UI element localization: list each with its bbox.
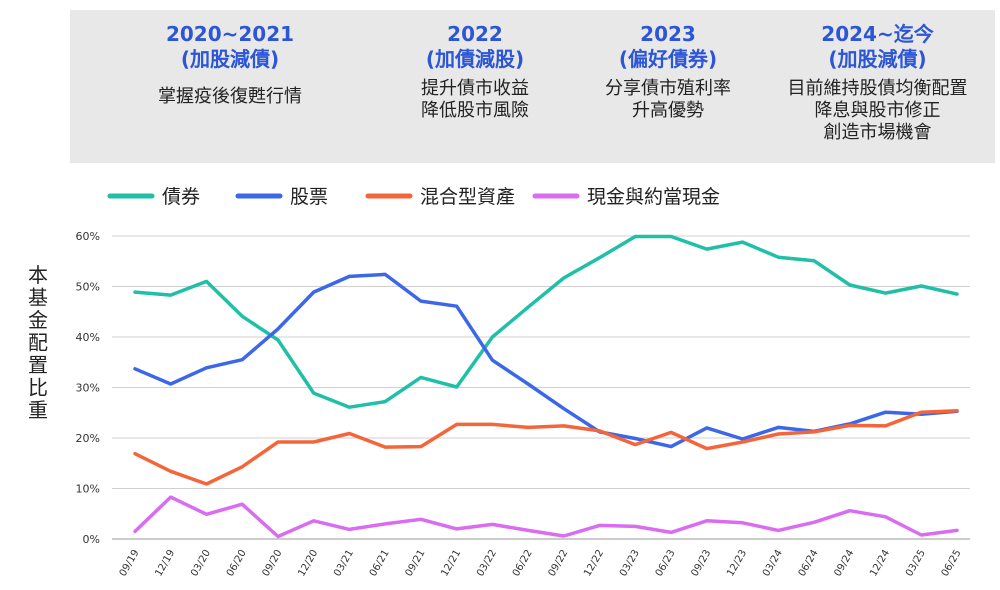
period-desc: 目前維持股債均衡配置 降息與股市修正 創造市場機會 (787, 78, 968, 143)
x-tick-label: 03/24 (761, 548, 785, 578)
x-tick-label: 03/25 (904, 548, 928, 578)
x-tick-label: 06/25 (940, 548, 964, 578)
period-desc: 提升債市收益 降低股市風險 (421, 78, 529, 121)
grid-lines (112, 235, 970, 540)
y-tick-label: 50% (76, 281, 100, 294)
y-axis-label-char: 金 (28, 308, 48, 332)
y-axis-label: 本基金配置比重 (28, 263, 48, 422)
y-axis-label-char: 比 (28, 376, 48, 400)
y-axis-label-char: 置 (28, 353, 48, 377)
x-tick-label: 12/23 (725, 548, 749, 578)
x-tick-label: 12/21 (439, 548, 463, 578)
legend-label: 現金與約當現金 (587, 186, 720, 208)
x-tick-label: 12/20 (296, 548, 320, 578)
x-tick-label: 06/23 (654, 548, 678, 578)
legend-label: 股票 (290, 186, 328, 208)
period-banner: 2020~2021 (加股減債) 掌握疫後復甦行情 2022 (加債減股) 提升… (70, 10, 995, 163)
x-tick-label: 06/20 (225, 548, 249, 578)
legend: 債券 股票 混合型資產 現金與約當現金 (107, 186, 720, 208)
series-lines (133, 234, 959, 539)
y-tick-label: 40% (76, 331, 100, 344)
y-tick-label: 20% (76, 432, 100, 445)
period-2024-now: 2024~迄今 (加股減債) 目前維持股債均衡配置 降息與股市修正 創造市場機會 (760, 22, 995, 144)
period-subtitle: (偏好債券) (618, 47, 718, 71)
y-axis-label-char: 重 (28, 398, 48, 422)
y-axis-label-char: 配 (28, 331, 48, 355)
period-title: 2024~迄今 (821, 22, 934, 46)
series-line-債券 (133, 234, 959, 409)
x-axis-ticks: 09/19 12/19 03/20 06/20 09/20 12/20 03/21 06/21… (118, 548, 964, 578)
y-axis-label-char: 本 (28, 263, 48, 287)
period-desc: 分享債市殖利率 升高優勢 (605, 78, 731, 121)
period-title: 2020~2021 (165, 22, 295, 46)
x-tick-label: 06/21 (368, 548, 392, 578)
period-subtitle: (加債減股) (425, 47, 525, 71)
period-title: 2023 (640, 22, 696, 46)
period-desc: 掌握疫後復甦行情 (158, 86, 302, 107)
x-tick-label: 12/24 (868, 548, 892, 578)
x-tick-label: 09/22 (547, 548, 571, 578)
period-subtitle: (加股減債) (180, 47, 280, 71)
y-tick-label: 10% (76, 483, 100, 496)
x-tick-label: 03/20 (189, 548, 213, 578)
period-2022: 2022 (加債減股) 提升債市收益 降低股市風險 (360, 22, 590, 122)
legend-label: 債券 (162, 186, 200, 208)
period-2020-2021: 2020~2021 (加股減債) 掌握疫後復甦行情 (115, 22, 345, 108)
series-line-股票 (133, 272, 959, 449)
legend-label: 混合型資產 (420, 186, 515, 208)
x-tick-label: 09/20 (261, 548, 285, 578)
x-tick-label: 09/19 (118, 548, 142, 578)
series-line-現金與約當現金 (133, 495, 959, 539)
period-title: 2022 (447, 22, 503, 46)
y-tick-label: 60% (76, 230, 100, 243)
x-tick-label: 06/24 (797, 548, 821, 578)
x-tick-label: 12/19 (153, 548, 177, 578)
x-tick-label: 12/22 (582, 548, 606, 578)
y-axis-ticks: 0% 10% 20% 30% 40% 50% 60% (76, 230, 100, 546)
x-tick-label: 03/23 (618, 548, 642, 578)
x-tick-label: 06/22 (511, 548, 535, 578)
series-line-混合型資產 (133, 408, 959, 486)
x-tick-label: 03/21 (332, 548, 356, 578)
y-axis-label-char: 基 (28, 286, 48, 310)
y-tick-label: 30% (76, 382, 100, 395)
x-tick-label: 09/23 (689, 548, 713, 578)
x-tick-label: 09/24 (832, 548, 856, 578)
y-tick-label: 0% (83, 533, 100, 546)
x-tick-label: 09/21 (404, 548, 428, 578)
period-2023: 2023 (偏好債券) 分享債市殖利率 升高優勢 (553, 22, 783, 122)
x-tick-label: 03/22 (475, 548, 499, 578)
period-subtitle: (加股減債) (828, 47, 927, 71)
